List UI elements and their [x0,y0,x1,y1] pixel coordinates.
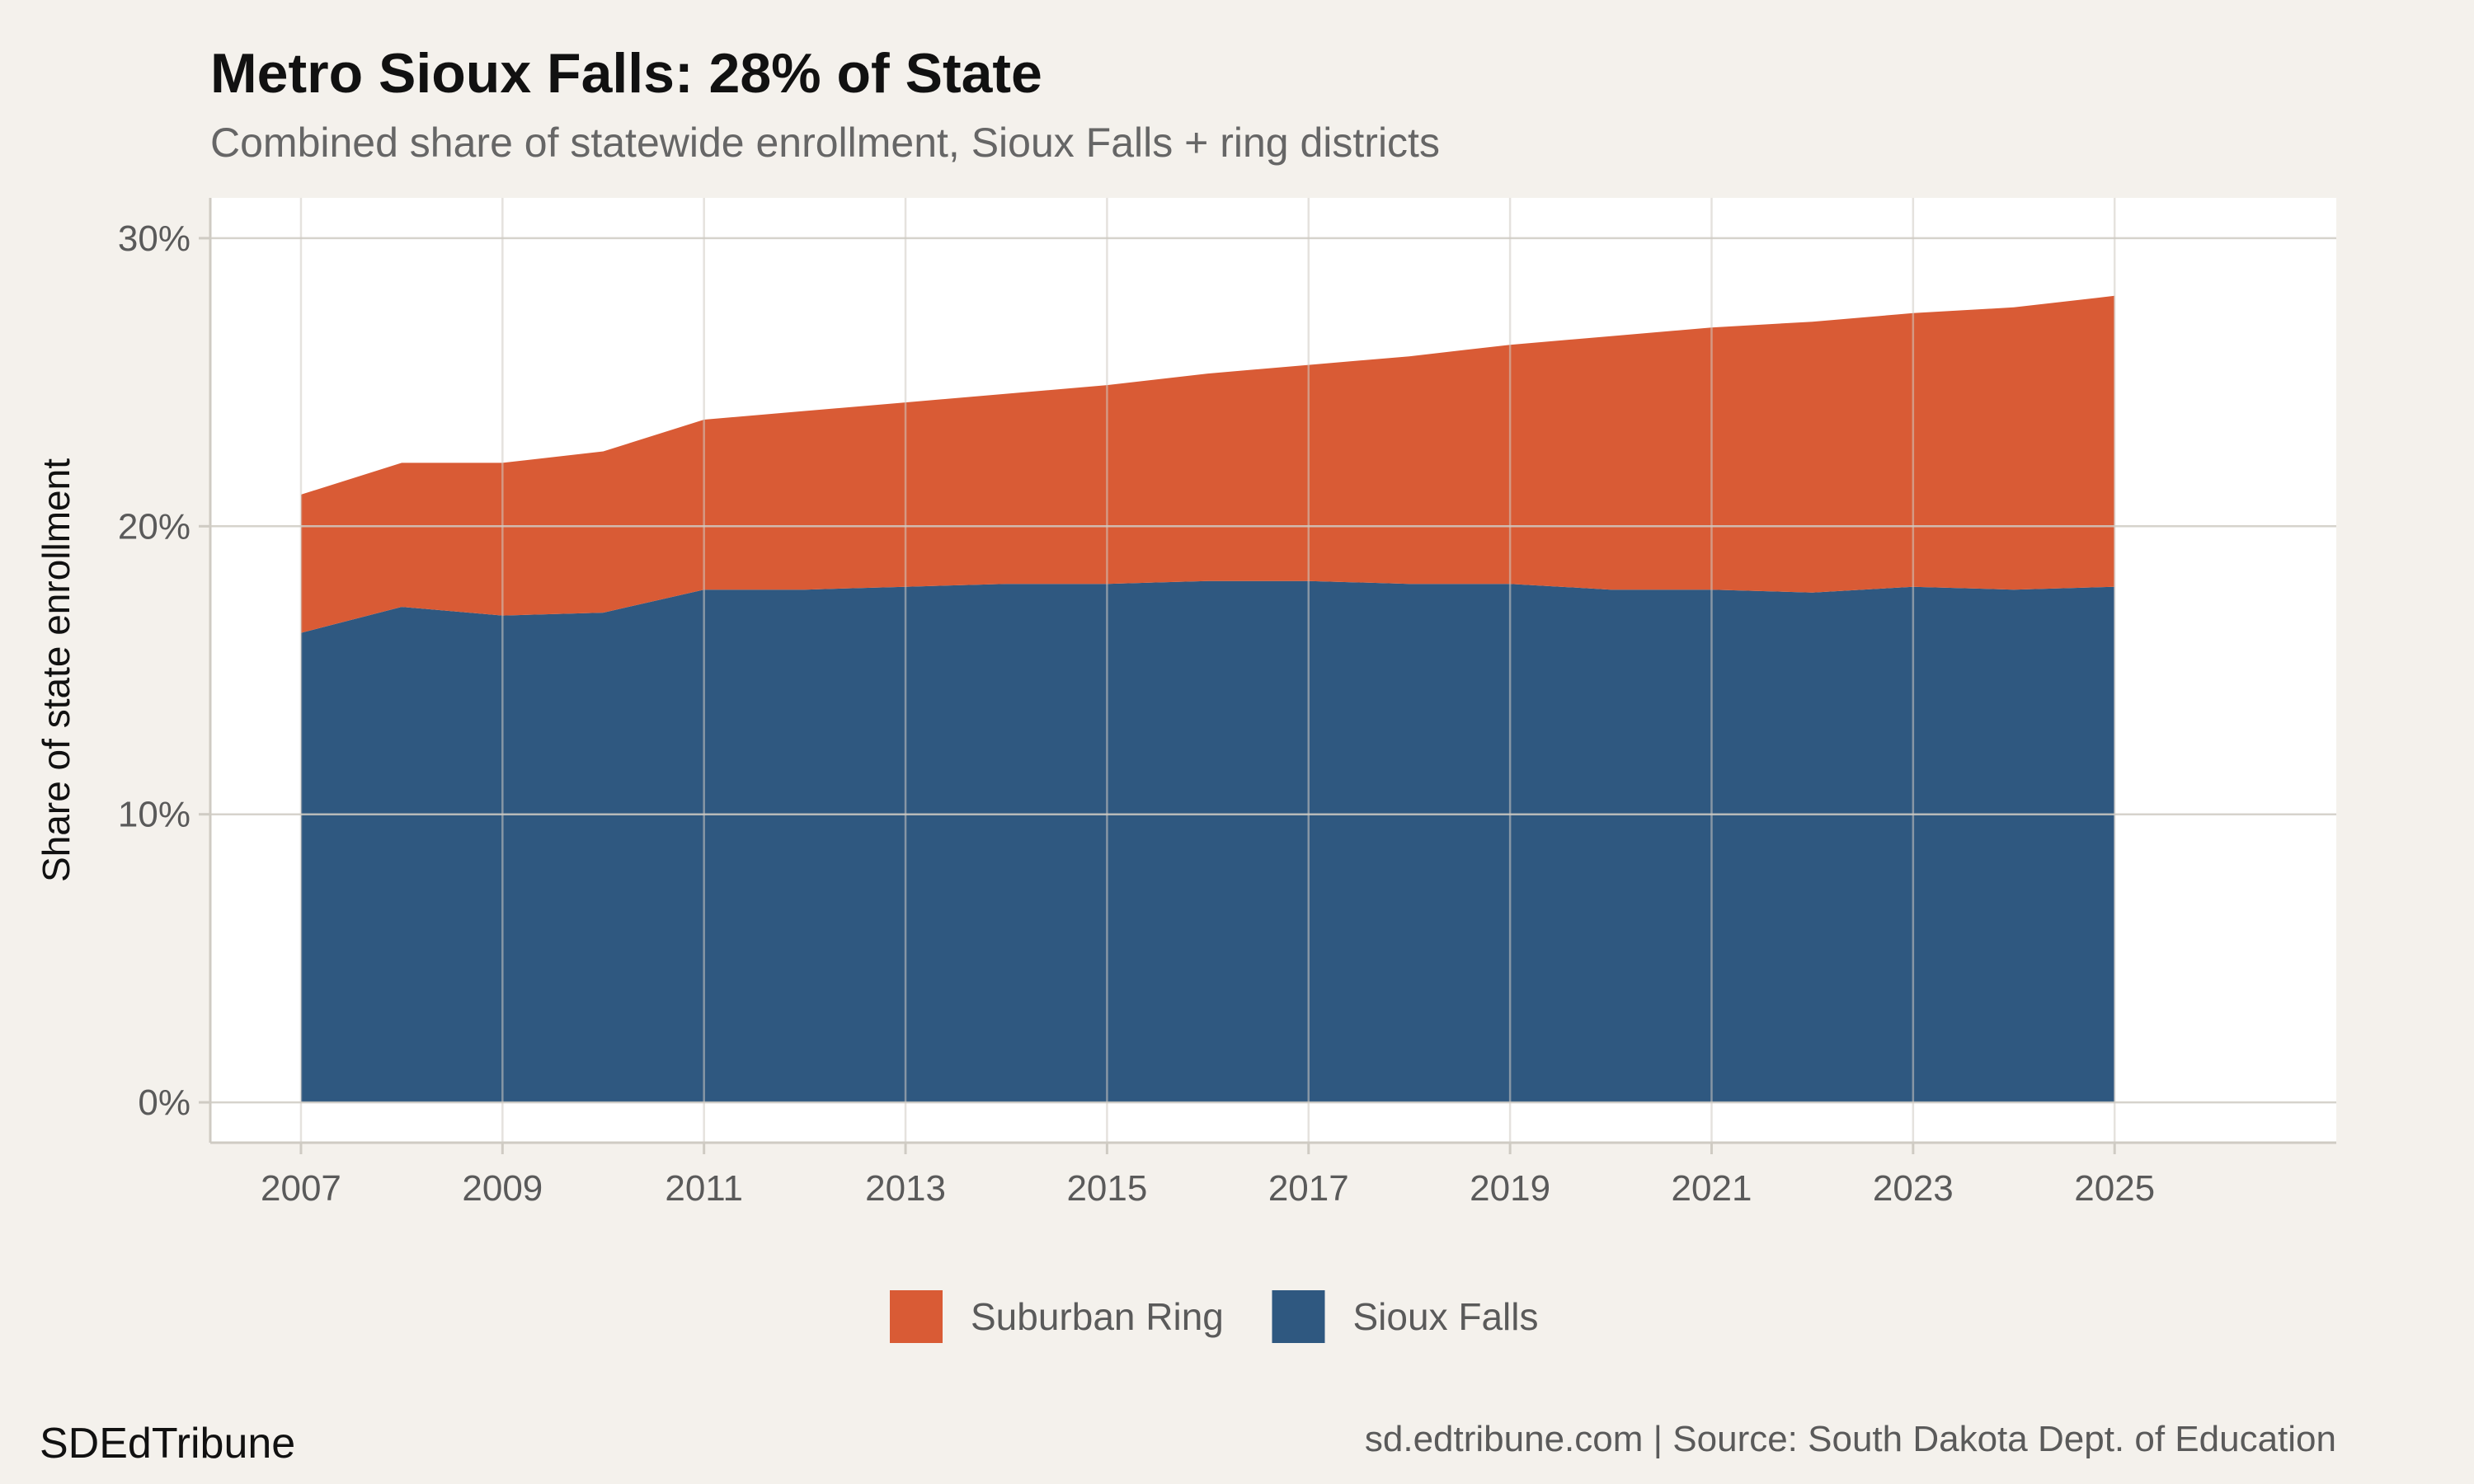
chart-title: Metro Sioux Falls: 28% of State [210,42,1042,105]
source-caption: sd.edtribune.com | Source: South Dakota … [1365,1419,2336,1459]
x-tick-label: 2019 [1470,1168,1550,1209]
area-suburban-ring [301,295,2115,633]
grid-lines [210,198,2336,1143]
y-axis-label: Share of state enrollment [35,458,78,882]
x-tick-label: 2021 [1672,1168,1752,1209]
legend-label-suburban-ring: Suburban Ring [971,1295,1224,1338]
x-tick-label: 2007 [261,1168,341,1209]
x-tick-label: 2017 [1268,1168,1349,1209]
x-tick-label: 2023 [1873,1168,1954,1209]
chart-subtitle: Combined share of statewide enrollment, … [210,120,1440,166]
y-axis-ticks: 0% 10% 20% 30% [118,218,210,1123]
legend-label-sioux-falls: Sioux Falls [1353,1295,1539,1338]
y-tick-label: 20% [118,506,190,547]
legend-swatch-sioux-falls [1272,1290,1325,1343]
x-axis-ticks: 2007 2009 2011 2013 2015 2017 2019 2021 2023 2025 [261,1143,2155,1209]
x-tick-label: 2015 [1066,1168,1147,1209]
y-tick-label: 10% [118,795,190,835]
area-sioux-falls [301,580,2115,1103]
legend-swatch-suburban-ring [890,1290,943,1343]
brand-label: SDEdTribune [40,1420,295,1468]
y-tick-label: 30% [118,218,190,259]
x-tick-label: 2009 [462,1168,543,1209]
legend: Suburban Ring Sioux Falls [890,1290,1538,1343]
x-tick-label: 2025 [2074,1168,2155,1209]
area-layer [301,295,2115,1103]
x-tick-label: 2011 [665,1168,743,1209]
y-tick-label: 0% [138,1082,190,1123]
x-tick-label: 2013 [865,1168,946,1209]
